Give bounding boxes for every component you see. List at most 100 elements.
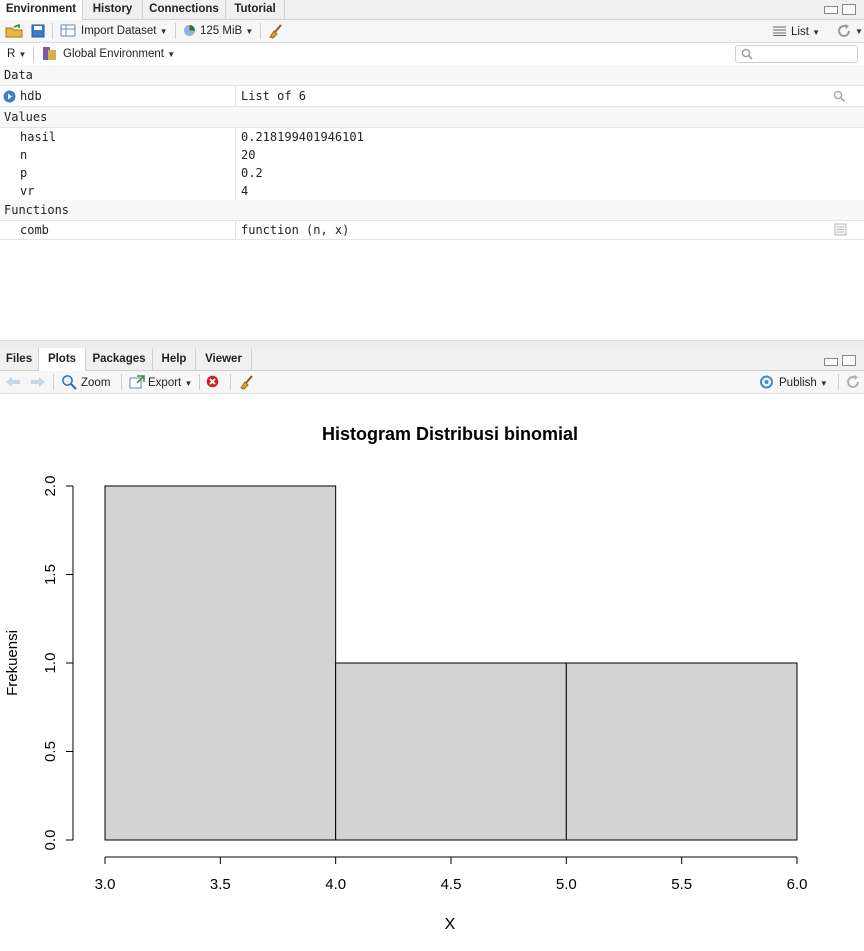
import-dataset-icon xyxy=(60,24,76,37)
chevron-down-icon: ▼ xyxy=(18,50,27,59)
env-toolbar: Import Dataset ▼ 125 MiB ▼ List ▼ ▼ xyxy=(0,20,864,43)
table-row[interactable]: n 20 xyxy=(0,146,864,165)
x-tick-label: 5.5 xyxy=(671,876,692,893)
tab-packages[interactable]: Packages xyxy=(86,348,153,370)
pane-splitter[interactable] xyxy=(0,340,864,348)
chevron-down-icon[interactable]: ▼ xyxy=(855,27,863,36)
section-label: Data xyxy=(4,68,33,82)
refresh-icon[interactable] xyxy=(845,374,861,390)
variable-name: n xyxy=(20,148,28,162)
tab-history[interactable]: History xyxy=(83,0,143,19)
publish-icon xyxy=(760,375,773,389)
view-mode-select[interactable]: List ▼ xyxy=(791,26,821,38)
open-folder-icon[interactable] xyxy=(5,24,23,38)
export-icon xyxy=(129,375,145,389)
section-values: Values xyxy=(0,107,864,128)
tab-environment[interactable]: Environment xyxy=(0,0,83,20)
language-select[interactable]: R ▼ xyxy=(7,48,27,60)
environment-grid: Data hdb List of 6 Values hasil 0.218199… xyxy=(0,65,864,340)
expand-arrow-icon[interactable] xyxy=(3,90,16,103)
plots-tabbar: Files Plots Packages Help Viewer xyxy=(0,348,864,371)
plots-toolbar: Zoom Export ▼ Publish ▼ xyxy=(0,371,864,394)
export-button[interactable]: Export ▼ xyxy=(148,377,193,389)
x-axis: 3.0 3.5 4.0 4.5 5.0 5.5 6.0 xyxy=(95,856,808,893)
memory-usage-button[interactable]: 125 MiB ▼ xyxy=(200,25,254,37)
variable-value: 4 xyxy=(241,184,249,198)
y-tick-label: 1.0 xyxy=(42,653,59,674)
x-tick-label: 5.0 xyxy=(556,876,577,893)
chart-title: Histogram Distribusi binomial xyxy=(322,424,578,444)
y-tick-label: 0.5 xyxy=(42,741,59,762)
env-tabbar: Environment History Connections Tutorial xyxy=(0,0,864,20)
tab-plots[interactable]: Plots xyxy=(39,348,86,371)
variable-value: function (n, x) xyxy=(241,223,350,237)
search-input[interactable] xyxy=(756,46,856,62)
list-view-icon xyxy=(773,26,786,36)
x-tick-label: 4.0 xyxy=(325,876,346,893)
y-tick-label: 1.5 xyxy=(42,564,59,585)
variable-name: p xyxy=(20,166,28,180)
tab-connections[interactable]: Connections xyxy=(143,0,226,19)
section-label: Functions xyxy=(4,203,70,217)
chevron-down-icon: ▼ xyxy=(245,27,254,36)
env-scope-bar: R ▼ Global Environment ▼ xyxy=(0,43,864,66)
arrow-left-icon[interactable] xyxy=(5,376,21,388)
section-label: Values xyxy=(4,110,48,124)
zoom-icon xyxy=(62,375,77,390)
variable-name: hdb xyxy=(20,89,42,103)
chevron-down-icon: ▼ xyxy=(812,28,821,37)
variable-value: 0.2 xyxy=(241,166,263,180)
y-axis-label: Frekuensi xyxy=(4,630,21,696)
table-row[interactable]: hasil 0.218199401946101 xyxy=(0,128,864,147)
tab-tutorial[interactable]: Tutorial xyxy=(226,0,285,19)
maximize-pane-button[interactable] xyxy=(842,4,856,15)
tab-viewer[interactable]: Viewer xyxy=(196,348,252,370)
table-row[interactable]: hdb List of 6 xyxy=(0,86,864,107)
tab-help[interactable]: Help xyxy=(153,348,196,370)
y-tick-label: 2.0 xyxy=(42,476,59,497)
tab-files[interactable]: Files xyxy=(0,348,39,370)
refresh-icon[interactable] xyxy=(836,23,852,39)
import-dataset-button[interactable]: Import Dataset ▼ xyxy=(81,25,168,37)
table-row[interactable]: p 0.2 xyxy=(0,164,864,183)
histogram-bar xyxy=(565,662,798,841)
section-data: Data xyxy=(0,65,864,86)
x-tick-label: 4.5 xyxy=(441,876,462,893)
magnifier-icon[interactable] xyxy=(833,90,846,103)
environment-icon xyxy=(43,47,56,60)
histogram-bar xyxy=(335,662,567,841)
search-icon xyxy=(741,48,753,60)
minimize-pane-button[interactable] xyxy=(824,6,838,14)
variable-value: List of 6 xyxy=(241,89,307,103)
publish-button[interactable]: Publish ▼ xyxy=(779,377,828,389)
chevron-down-icon: ▼ xyxy=(819,379,828,388)
table-row[interactable]: vr 4 xyxy=(0,182,864,201)
histogram-bar xyxy=(104,485,337,841)
x-tick-label: 6.0 xyxy=(787,876,808,893)
minimize-pane-button[interactable] xyxy=(824,358,838,366)
variable-name: comb xyxy=(20,223,49,237)
variable-value: 0.218199401946101 xyxy=(241,130,364,144)
broom-icon[interactable] xyxy=(268,23,284,39)
y-axis: 0.0 0.5 1.0 1.5 2.0 xyxy=(42,476,74,851)
variable-name: hasil xyxy=(20,130,57,144)
table-row[interactable]: comb function (n, x) xyxy=(0,221,864,240)
histogram-plot: Histogram Distribusi binomial 0.0 0.5 1.0 1… xyxy=(4,424,808,933)
remove-plot-icon[interactable] xyxy=(206,375,219,388)
zoom-button[interactable]: Zoom xyxy=(81,377,111,389)
save-icon[interactable] xyxy=(31,24,45,38)
variable-name: vr xyxy=(20,184,35,198)
x-axis-label: X xyxy=(445,916,456,933)
y-tick-label: 0.0 xyxy=(42,830,59,851)
x-tick-label: 3.0 xyxy=(95,876,116,893)
broom-icon[interactable] xyxy=(239,374,255,390)
chevron-down-icon: ▼ xyxy=(184,379,193,388)
chevron-down-icon: ▼ xyxy=(167,50,176,59)
maximize-pane-button[interactable] xyxy=(842,355,856,366)
view-source-icon[interactable] xyxy=(834,223,847,236)
env-search-box[interactable] xyxy=(735,45,858,63)
histogram-bars xyxy=(104,485,798,841)
arrow-right-icon[interactable] xyxy=(30,376,46,388)
environment-select[interactable]: Global Environment ▼ xyxy=(63,48,176,60)
x-tick-label: 3.5 xyxy=(210,876,231,893)
